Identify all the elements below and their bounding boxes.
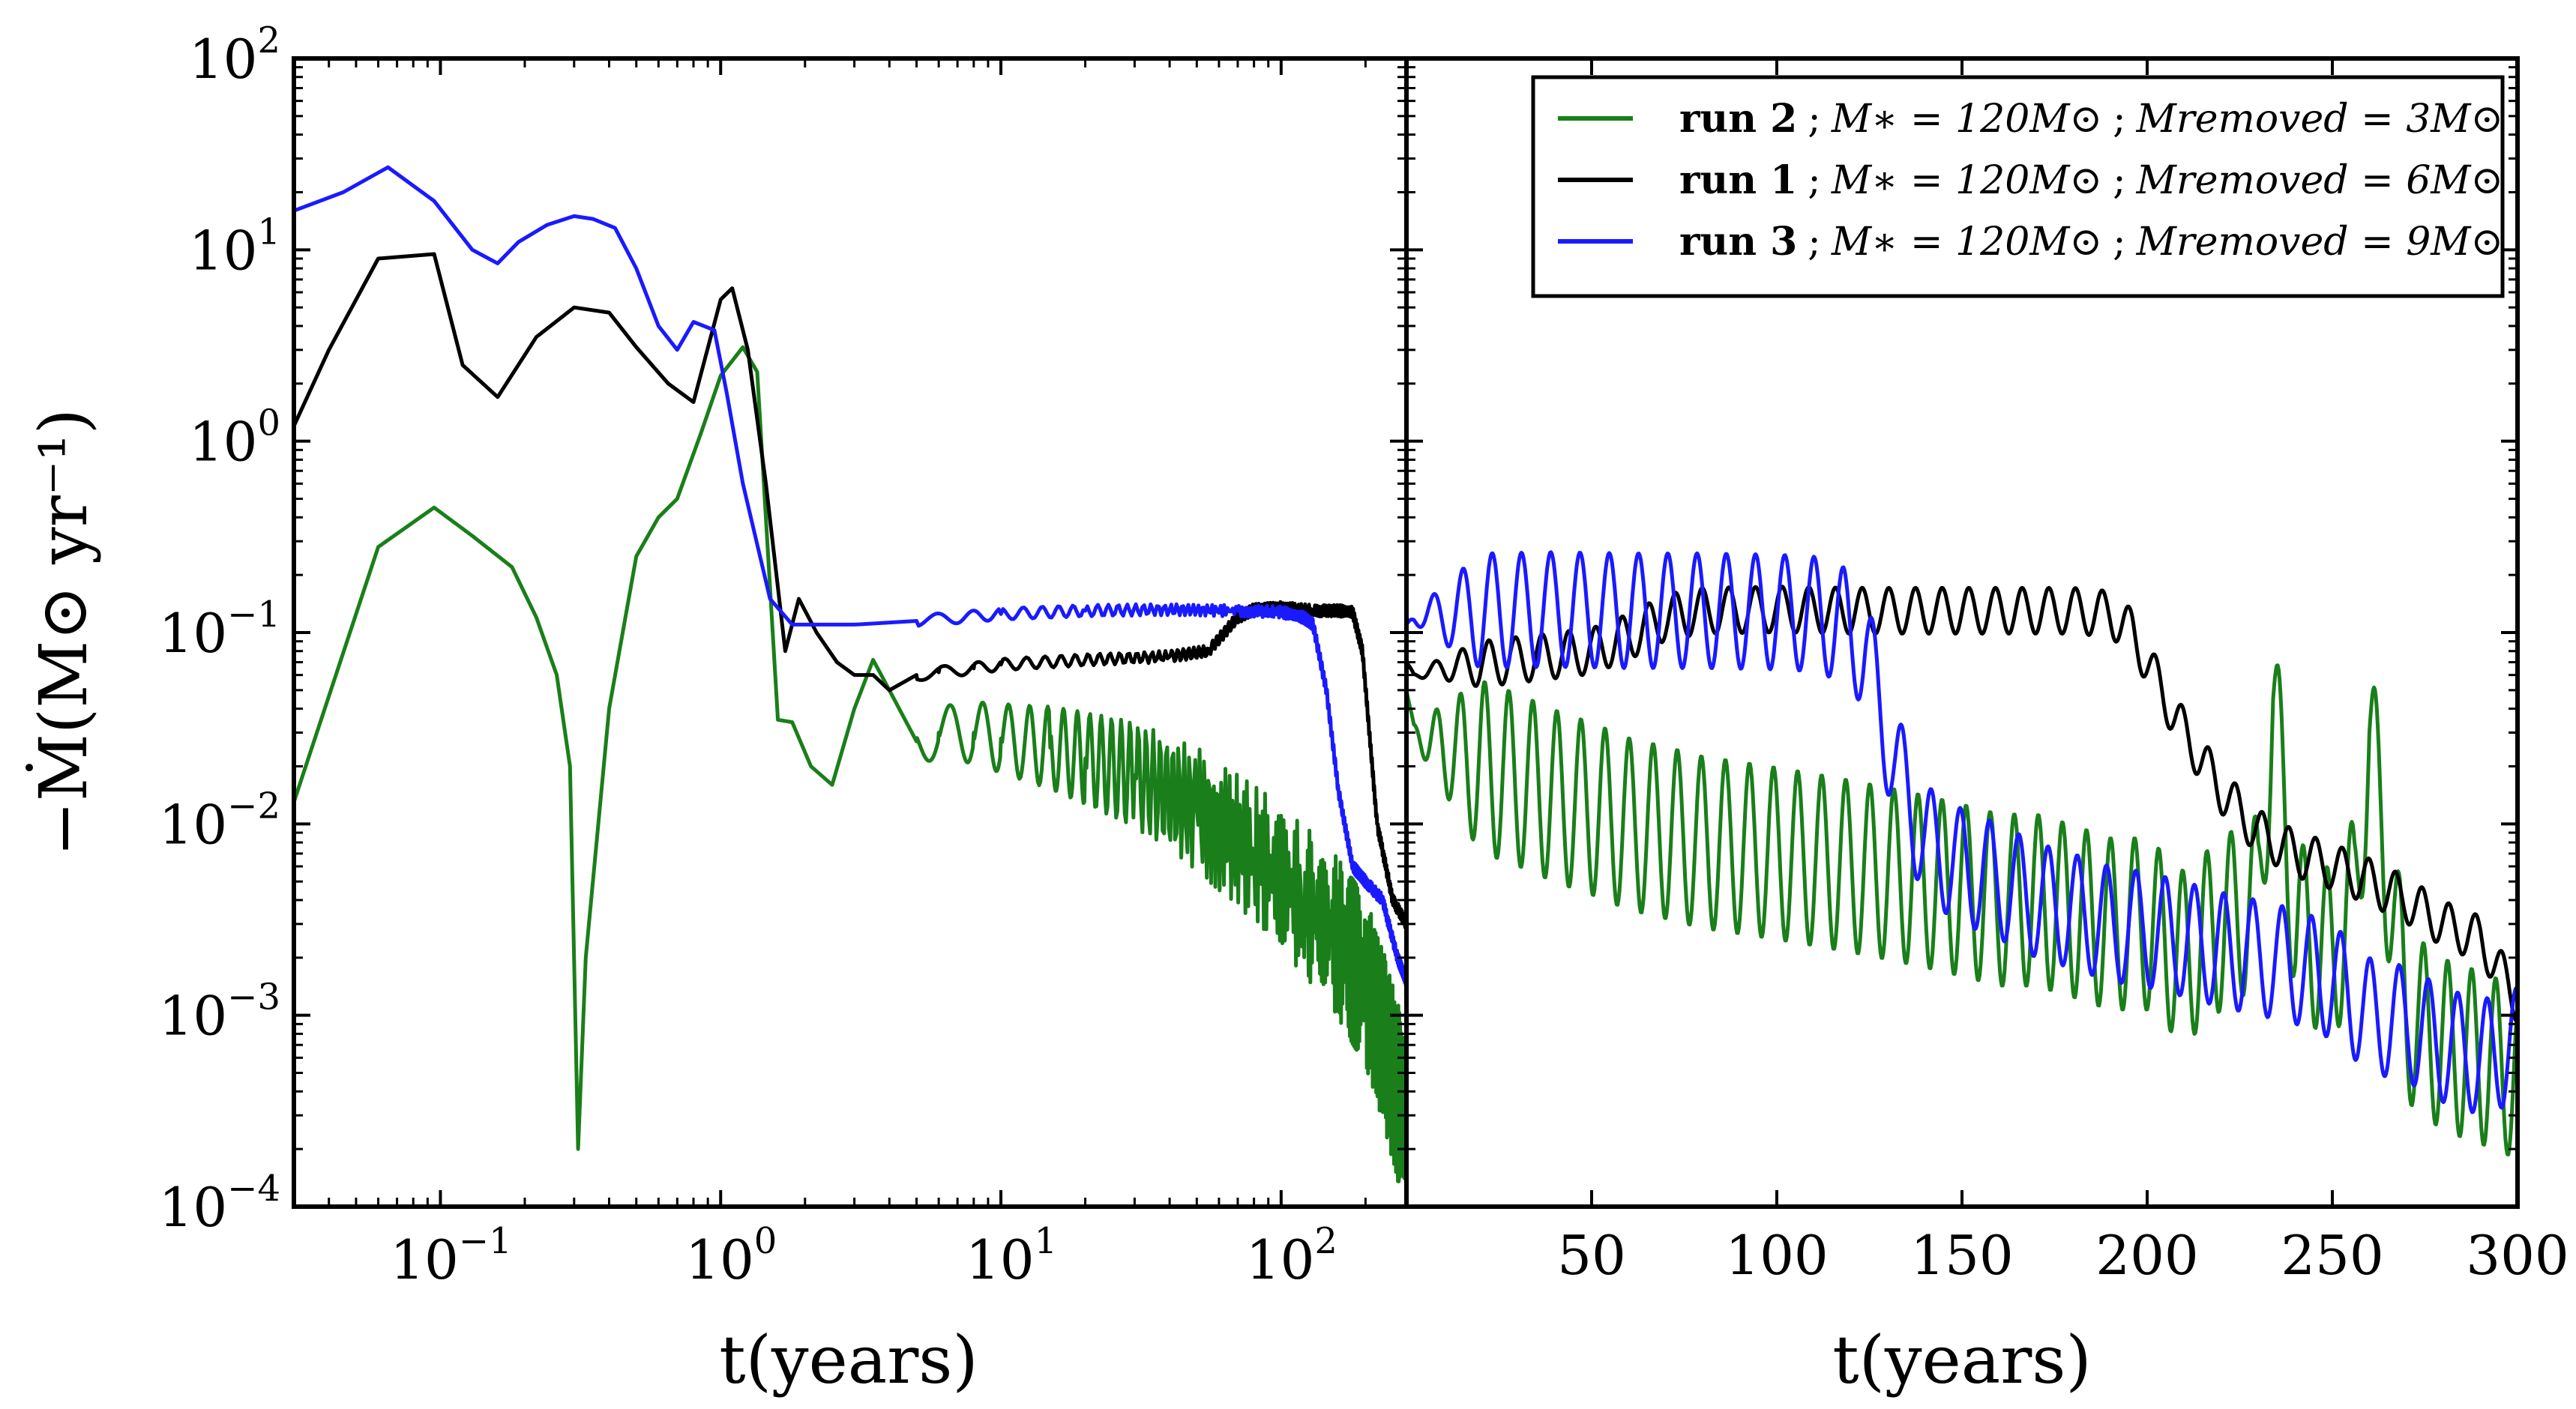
left-y-tick-label: 10−3 [159,977,280,1048]
right-x-tick-label: 300 [2466,1224,2569,1287]
left-x-tick-label: 101 [966,1220,1057,1291]
right-series-line-run-2 [1404,663,2520,1156]
left-y-tick-label: 10−1 [159,594,280,665]
legend-box [1531,75,2505,298]
right-series-group [1404,550,2520,1156]
legend-entry-label: run 2; M∗ = 120M⊙; Mremoved = 3M⊙ [1679,96,2503,142]
left-series-group [292,165,1409,1184]
right-plot-frame [1404,56,2520,1209]
left-tick-group: 10−4 10−3 10−2 10−1 100 101 102 10−1 100 101 102 [159,19,1406,1291]
left-plot-frame [292,56,1409,1209]
right-panel-plot: 50 100 150 200 250 300 [1404,56,2569,1287]
left-y-tick-label: 100 [189,402,280,474]
right-series-line-run-1 [1404,585,2519,1023]
legend-entry-label: run 3; M∗ = 120M⊙; Mremoved = 9M⊙ [1679,219,2503,265]
right-x-tick-label: 50 [1557,1224,1626,1287]
right-series-line-run-3 [1404,550,2520,1114]
left-panel-plot: 10−4 10−3 10−2 10−1 100 101 102 10−1 100 101 102 [159,19,1409,1291]
left-y-tick-label: 102 [189,19,280,91]
left-x-axis-label: t(years) [719,1321,978,1399]
legend-entry-label: run 1; M∗ = 120M⊙; Mremoved = 6M⊙ [1679,157,2503,203]
left-y-tick-label: 10−2 [159,785,280,856]
left-x-tick-label: 100 [685,1220,777,1291]
y-axis-label: −Ṁ(M⊙ yr⁻¹) [25,408,102,857]
left-series-line-run-3 [293,165,1409,988]
left-x-tick-label: 10−1 [390,1220,511,1291]
right-x-tick-label: 100 [1725,1224,1828,1287]
right-x-axis-label: t(years) [1832,1321,2092,1399]
left-x-tick-label: 102 [1246,1220,1337,1291]
legend: run 2; M∗ = 120M⊙; Mremoved = 3M⊙ run 1; M∗ … [1531,75,2505,298]
right-x-tick-label: 250 [2281,1224,2383,1287]
left-y-tick-label: 101 [189,211,280,282]
right-x-tick-label: 200 [2095,1224,2198,1287]
left-series-line-run-2 [292,345,1409,1184]
right-x-tick-label: 150 [1910,1224,2013,1287]
left-y-tick-label: 10−4 [159,1168,280,1239]
right-tick-group: 50 100 150 200 250 300 [1406,57,2569,1287]
